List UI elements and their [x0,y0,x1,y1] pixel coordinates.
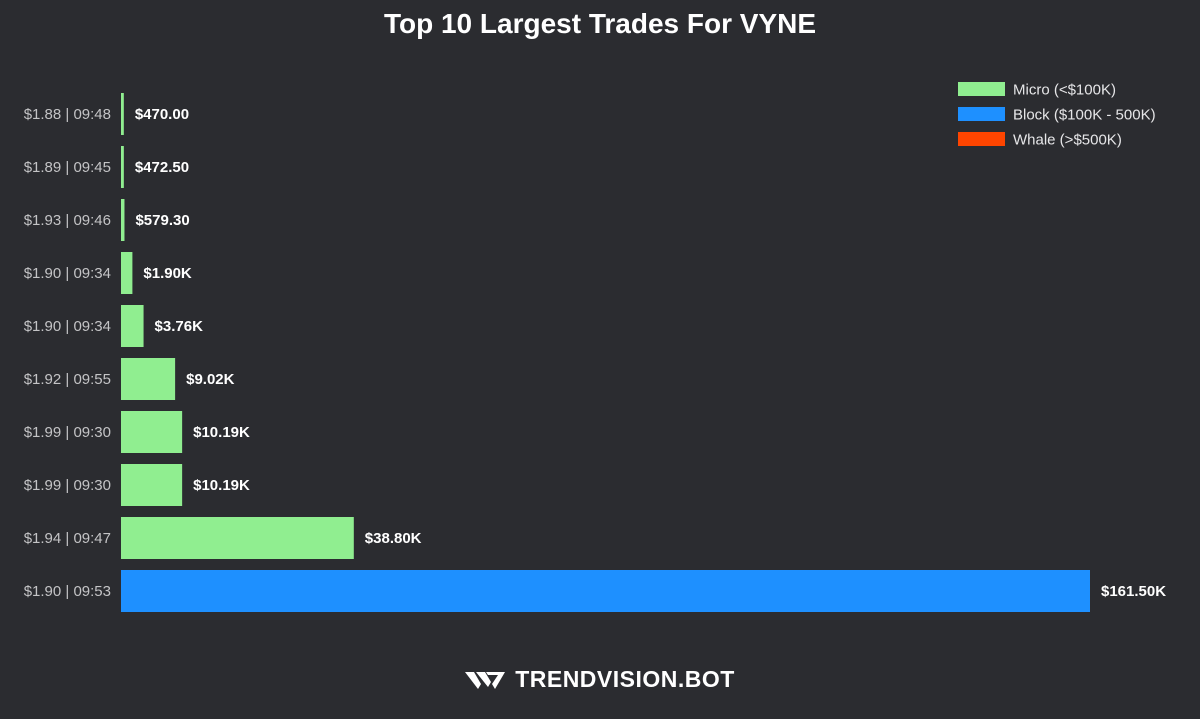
legend-label-micro: Micro (<$100K) [1013,82,1116,99]
value-label: $10.19K [193,477,250,494]
legend-label-block: Block ($100K - 500K) [1013,107,1156,124]
bar-6 [121,411,183,453]
category-label: $1.90 | 09:34 [24,318,111,335]
value-label: $10.19K [193,424,250,441]
bar-4 [121,305,144,347]
legend-swatch-whale [958,132,1005,146]
category-label: $1.93 | 09:46 [24,212,111,229]
category-label: $1.89 | 09:45 [24,159,111,176]
category-label: $1.90 | 09:34 [24,265,111,282]
legend-swatch-micro [958,82,1005,96]
bar-3 [121,252,133,294]
value-label: $1.90K [143,265,192,282]
value-label: $38.80K [365,530,422,547]
legend-label-whale: Whale (>$500K) [1013,132,1122,149]
category-label: $1.94 | 09:47 [24,530,111,547]
value-label: $579.30 [135,212,189,229]
bar-5 [121,358,176,400]
bars-group: $1.88 | 09:48 $470.00 $1.89 | 09:45 $472.50… [24,93,1166,612]
bar-7 [121,464,183,506]
legend: Micro (<$100K) Block ($100K - 500K) Whale … [958,82,1156,149]
value-label: $9.02K [186,371,235,388]
category-label: $1.99 | 09:30 [24,424,111,441]
brand-name: TRENDVISION.BOT [515,666,735,692]
bar-9 [121,570,1090,612]
legend-swatch-block [958,107,1005,121]
category-label: $1.90 | 09:53 [24,583,111,600]
category-label: $1.92 | 09:55 [24,371,111,388]
bar-8 [121,517,354,559]
value-label: $3.76K [155,318,204,335]
category-label: $1.88 | 09:48 [24,106,111,123]
value-label: $161.50K [1101,583,1166,600]
category-label: $1.99 | 09:30 [24,477,111,494]
brand-footer: TRENDVISION.BOT [0,666,1200,693]
bar-0 [121,93,124,135]
chart-title: Top 10 Largest Trades For VYNE [383,8,817,39]
tv-chevron-logo-icon [465,671,506,689]
value-label: $472.50 [135,159,189,176]
value-label: $470.00 [135,106,189,123]
bar-2 [121,199,125,241]
bar-1 [121,146,124,188]
